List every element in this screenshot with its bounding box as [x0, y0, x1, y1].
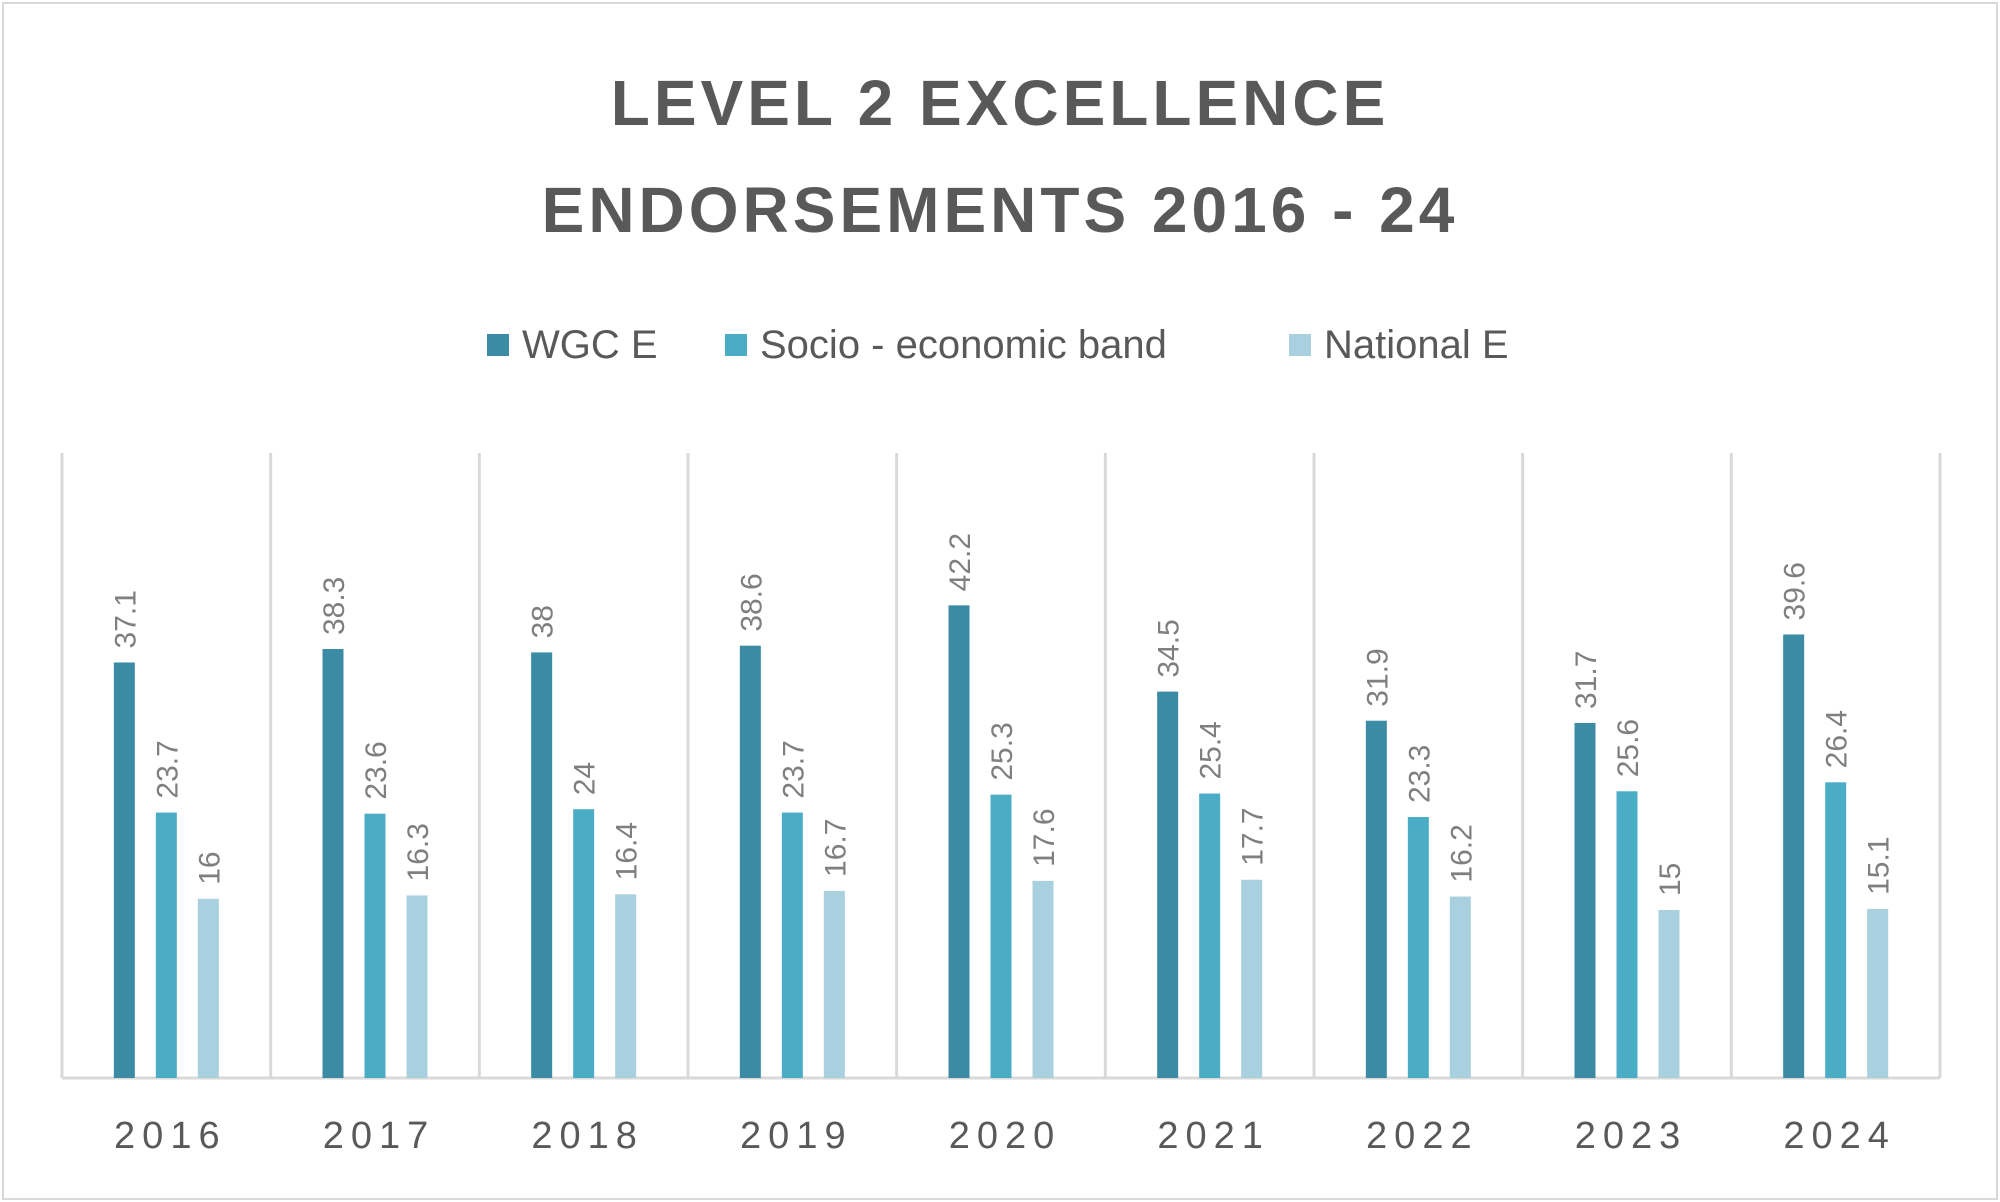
data-label-wgc-e-2024: 39.6	[1779, 562, 1812, 620]
bar-national-e-2017	[406, 895, 428, 1078]
data-label-wgc-e-2018: 38	[527, 605, 560, 638]
data-label-national-e-2017: 16.3	[402, 823, 435, 881]
data-label-national-e-2016: 16	[193, 851, 226, 884]
data-label-socio-economic-band-2024: 26.4	[1821, 710, 1854, 768]
bar-national-e-2024	[1867, 908, 1889, 1078]
bar-wgc-e-2021	[1157, 691, 1179, 1078]
legend: WGC E Socio - economic band National E	[487, 323, 1509, 367]
bar-wgc-e-2018	[531, 652, 553, 1078]
bar-national-e-2020	[1032, 880, 1054, 1078]
bar-socio-economic-band-2024	[1825, 782, 1847, 1078]
bar-wgc-e-2023	[1574, 722, 1596, 1078]
bar-national-e-2016	[197, 898, 219, 1078]
bar-wgc-e-2022	[1365, 720, 1387, 1078]
data-label-socio-economic-band-2021: 25.4	[1195, 721, 1228, 779]
bar-socio-economic-band-2023	[1616, 791, 1638, 1078]
data-label-socio-economic-band-2018: 24	[569, 762, 602, 795]
legend-label-socio-economic-band: Socio - economic band	[760, 323, 1167, 367]
bar-socio-economic-band-2021	[1199, 793, 1221, 1078]
legend-label-wgc-e: WGC E	[522, 323, 658, 367]
bar-national-e-2019	[823, 890, 845, 1078]
x-tick-2017: 2017	[323, 1115, 436, 1157]
data-label-national-e-2019: 16.7	[819, 819, 852, 877]
chart-title-line-2: ENDORSEMENTS 2016 - 24	[542, 174, 1459, 246]
bar-socio-economic-band-2020	[990, 794, 1012, 1078]
x-tick-2021: 2021	[1157, 1115, 1270, 1157]
x-tick-2019: 2019	[740, 1115, 853, 1157]
data-label-socio-economic-band-2022: 23.3	[1403, 745, 1436, 803]
data-label-socio-economic-band-2017: 23.6	[360, 741, 393, 799]
data-label-wgc-e-2021: 34.5	[1153, 619, 1186, 677]
x-tick-2022: 2022	[1366, 1115, 1479, 1157]
data-label-wgc-e-2017: 38.3	[318, 577, 351, 635]
data-label-wgc-e-2020: 42.2	[944, 533, 977, 591]
data-label-wgc-e-2022: 31.9	[1361, 648, 1394, 706]
data-label-national-e-2021: 17.7	[1237, 807, 1270, 865]
data-label-wgc-e-2016: 37.1	[109, 590, 142, 648]
x-tick-2016: 2016	[114, 1115, 227, 1157]
x-tick-2018: 2018	[531, 1115, 644, 1157]
bar-wgc-e-2019	[739, 645, 761, 1078]
bar-socio-economic-band-2018	[573, 809, 595, 1078]
bar-national-e-2018	[615, 894, 637, 1078]
data-label-national-e-2018: 16.4	[611, 822, 644, 880]
bar-socio-economic-band-2017	[364, 813, 386, 1078]
data-label-national-e-2022: 16.2	[1445, 824, 1478, 882]
data-label-socio-economic-band-2016: 23.7	[151, 740, 184, 798]
bar-national-e-2022	[1449, 896, 1471, 1078]
chart-title-line-1: LEVEL 2 EXCELLENCE	[611, 67, 1390, 139]
x-tick-2024: 2024	[1783, 1115, 1896, 1157]
bar-socio-economic-band-2016	[155, 812, 177, 1078]
data-label-national-e-2024: 15.1	[1863, 836, 1896, 894]
data-label-wgc-e-2019: 38.6	[735, 573, 768, 631]
data-label-socio-economic-band-2020: 25.3	[986, 722, 1019, 780]
bar-socio-economic-band-2022	[1407, 817, 1429, 1078]
data-labels: 37.1 23.7 16 38.3 23.6 16.3 38 24 16.4 38.6 23.7 16…	[109, 533, 1895, 896]
legend-swatch-national-e	[1289, 334, 1311, 356]
category-gridlines	[60, 453, 1942, 1078]
bar-wgc-e-2024	[1783, 634, 1805, 1078]
bar-wgc-e-2020	[948, 605, 970, 1078]
data-label-wgc-e-2023: 31.7	[1570, 651, 1603, 709]
bars	[113, 605, 1889, 1078]
legend-label-national-e: National E	[1324, 323, 1509, 367]
bar-wgc-e-2017	[322, 649, 344, 1078]
data-label-national-e-2023: 15	[1654, 863, 1687, 896]
data-label-national-e-2020: 17.6	[1028, 808, 1061, 866]
bar-national-e-2021	[1241, 879, 1263, 1078]
x-tick-2020: 2020	[949, 1115, 1062, 1157]
data-label-socio-economic-band-2023: 25.6	[1612, 719, 1645, 777]
x-tick-2023: 2023	[1575, 1115, 1688, 1157]
bar-socio-economic-band-2019	[781, 812, 803, 1078]
data-label-socio-economic-band-2019: 23.7	[777, 740, 810, 798]
bar-wgc-e-2016	[113, 662, 135, 1078]
legend-swatch-socio-economic-band	[725, 334, 747, 356]
legend-swatch-wgc-e	[487, 334, 509, 356]
bar-national-e-2023	[1658, 910, 1680, 1078]
x-tick-labels: 2016 2017 2018 2019 2020 2021 2022 2023 2024	[114, 1115, 1896, 1157]
